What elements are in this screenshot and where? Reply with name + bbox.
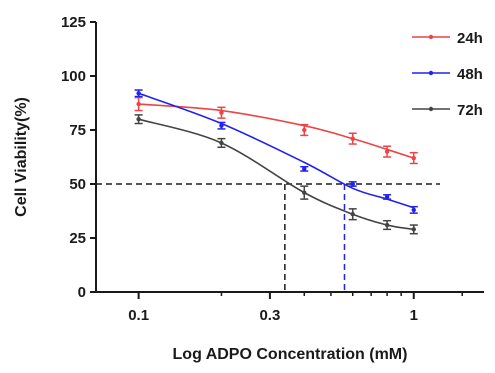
- legend-label: 24h: [457, 30, 483, 47]
- legend: 24h 48h 72h: [412, 30, 483, 119]
- data-point: [350, 136, 355, 141]
- data-point: [411, 227, 416, 232]
- legend-swatch-marker: [428, 34, 434, 40]
- series-layer: [134, 89, 418, 235]
- data-point: [219, 110, 224, 115]
- series-72h: [134, 114, 418, 235]
- legend-swatch-marker: [428, 106, 434, 112]
- data-point: [350, 212, 355, 217]
- data-point: [219, 123, 224, 128]
- data-point: [384, 149, 390, 154]
- legend-label: 48h: [457, 66, 483, 83]
- data-point: [136, 101, 141, 107]
- y-tick-label: 25: [69, 230, 86, 247]
- x-tick-label: 0.3: [259, 307, 280, 324]
- y-tick-label: 125: [61, 14, 86, 31]
- y-tick-label: 75: [69, 122, 86, 139]
- y-ticks: 0 25 50 75 100 125: [61, 14, 96, 301]
- x-axis-title: Log ADPO Concentration (mM): [173, 346, 408, 363]
- data-point: [411, 207, 416, 213]
- series-48h: [134, 89, 418, 214]
- data-point: [302, 166, 307, 172]
- y-tick-label: 50: [69, 176, 86, 193]
- data-point: [384, 222, 390, 228]
- fit-curve-72h: [138, 118, 414, 231]
- data-point: [136, 117, 141, 122]
- data-point: [384, 194, 390, 200]
- data-point: [411, 155, 416, 161]
- data-point: [302, 127, 307, 133]
- x-tick-label: 1: [410, 307, 418, 324]
- data-point: [219, 140, 224, 146]
- fit-curve-48h: [138, 92, 415, 209]
- y-axis-title: Cell Viability(%): [13, 97, 30, 217]
- legend-item-24h: 24h: [412, 30, 483, 47]
- y-tick-label: 100: [61, 68, 86, 85]
- legend-item-48h: 48h: [412, 66, 483, 83]
- y-tick-label: 0: [78, 284, 86, 301]
- reference-lines: [96, 183, 440, 292]
- legend-label: 72h: [457, 102, 483, 119]
- series-24h: [134, 96, 418, 165]
- x-tick-label: 0.1: [128, 307, 149, 324]
- legend-swatch-marker: [428, 70, 434, 76]
- fit-curve-24h: [138, 103, 415, 159]
- x-ticks: 0.1 0.3 1: [128, 292, 463, 324]
- data-point: [136, 91, 141, 96]
- data-point: [302, 190, 307, 195]
- data-point: [350, 181, 355, 187]
- legend-item-72h: 72h: [412, 102, 483, 119]
